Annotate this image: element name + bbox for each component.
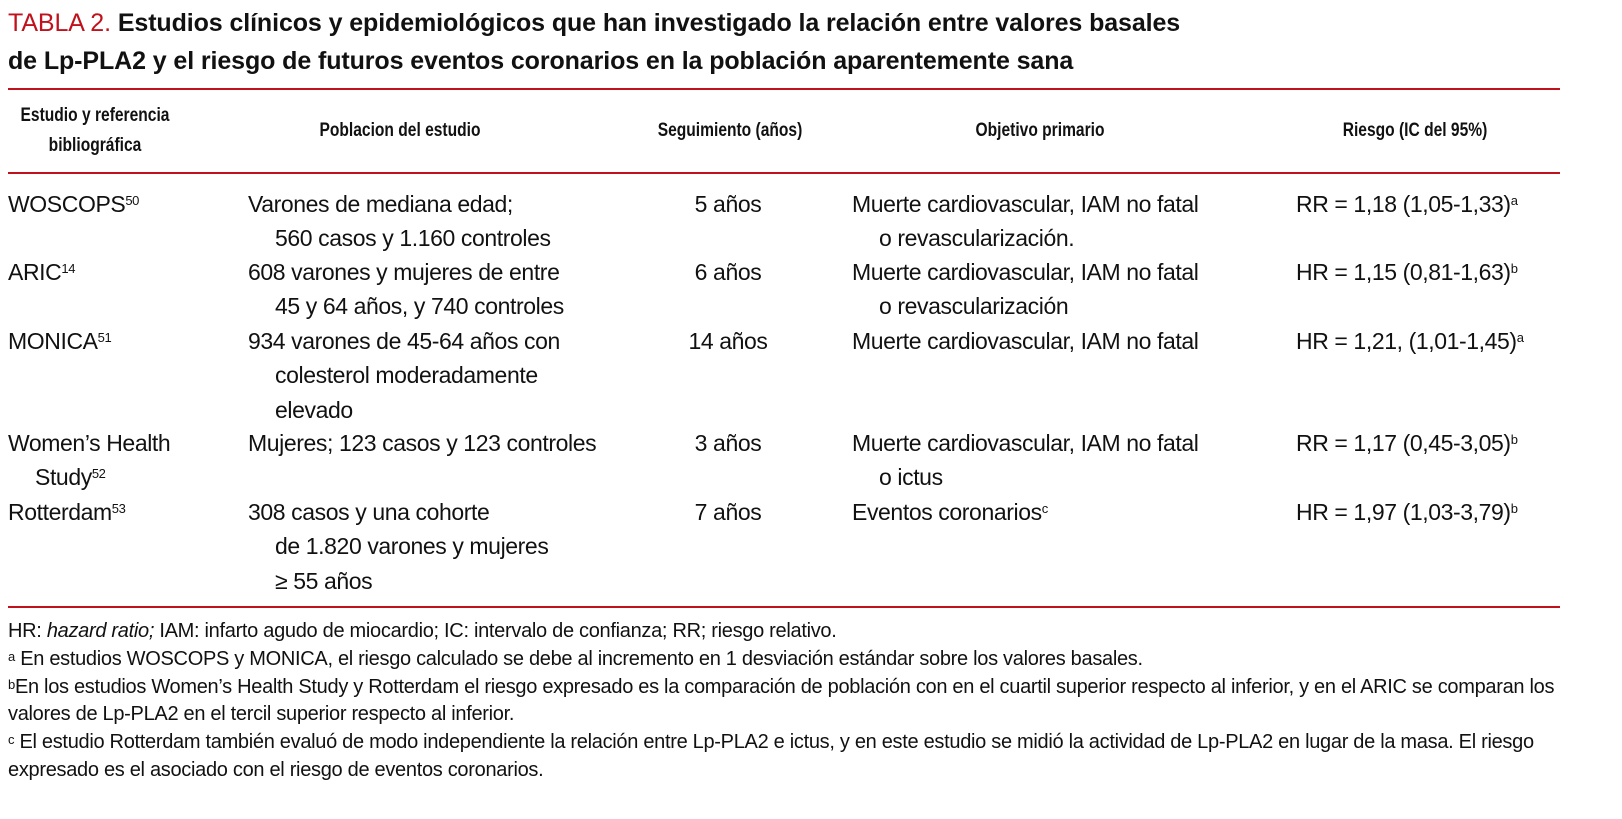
header-study: Estudio y referencia bibliográfica [20, 105, 170, 156]
cell-line: Study52 [35, 464, 106, 491]
header-rule [8, 172, 1560, 174]
cell-line: Muerte cardiovascular, IAM no fatal [852, 259, 1199, 285]
cell-line: HR = 1,15 (0,81-1,63)b [1296, 259, 1518, 285]
cell-line: HR = 1,21, (1,01-1,45)a [1296, 328, 1524, 354]
followup-cell: 6 años [628, 255, 828, 289]
reference-superscript: 50 [125, 193, 139, 208]
objective-cell: Muerte cardiovascular, IAM no fatal [852, 324, 1199, 358]
header-risk: Riesgo (IC del 95%) [1342, 120, 1488, 141]
reference-superscript: 53 [111, 501, 126, 516]
reference-superscript: 51 [97, 330, 112, 345]
cell-line: ARIC14 [8, 259, 76, 285]
footnote-a: a En estudios WOSCOPS y MONICA, el riesg… [8, 647, 1143, 670]
cell-line: elevado [275, 396, 353, 423]
reference-superscript: b [1510, 261, 1518, 276]
title-line-1: Estudios clínicos y epidemiológicos que … [117, 9, 1181, 37]
cell-line: 608 varones y mujeres de entre [248, 259, 560, 285]
objective-cell: Eventos coronariosc [852, 495, 1048, 529]
objective-cell: Muerte cardiovascular, IAM no fatal o ict… [852, 426, 1199, 495]
study-cell: Rotterdam53 [8, 495, 126, 529]
cell-line: WOSCOPS50 [8, 191, 139, 217]
cell-line: colesterol moderadamente [275, 362, 538, 389]
cell-line: o revascularización. [879, 225, 1075, 252]
study-cell: Women’s Health Study52 [8, 426, 171, 495]
table-title: TABLA 2. Estudios clínicos y epidemiológ… [8, 4, 1180, 80]
cell-line: ≥ 55 años [275, 567, 373, 594]
risk-cell: HR = 1,15 (0,81-1,63)b [1296, 255, 1518, 289]
reference-superscript: b [1510, 501, 1518, 516]
cell-line: o ictus [879, 464, 943, 491]
header-objective: Objetivo primario [975, 120, 1105, 141]
study-cell: MONICA51 [8, 324, 112, 358]
cell-line: Women’s Health [8, 430, 171, 456]
cell-line: Mujeres; 123 casos y 123 controles [248, 430, 597, 456]
population-cell: 934 varones de 45-64 años con colesterol … [248, 324, 560, 427]
abbreviations-note: HR: hazard ratio; IAM: infarto agudo de … [8, 620, 837, 642]
population-cell: Mujeres; 123 casos y 123 controles [248, 426, 597, 460]
followup-cell: 5 años [628, 187, 828, 221]
title-line-2: de Lp-PLA2 y el riesgo de futuros evento… [8, 47, 1074, 75]
reference-superscript: a [1510, 193, 1518, 208]
reference-superscript: 52 [91, 466, 106, 482]
cell-line: 6 años [694, 259, 762, 285]
bottom-rule [8, 606, 1560, 608]
footnote-b: bEn los estudios Women’s Health Study y … [8, 675, 1555, 726]
cell-line: 45 y 64 años, y 740 controles [275, 293, 564, 320]
cell-line: MONICA51 [8, 328, 112, 354]
cell-line: RR = 1,18 (1,05-1,33)a [1296, 191, 1518, 217]
population-cell: 608 varones y mujeres de entre 45 y 64 añ… [248, 255, 564, 324]
cell-line: Muerte cardiovascular, IAM no fatal [852, 191, 1199, 217]
cell-line: 14 años [688, 328, 768, 354]
cell-line: 308 casos y una cohorte [248, 499, 490, 525]
population-cell: 308 casos y una cohorte de 1.820 varones … [248, 495, 549, 598]
study-cell: WOSCOPS50 [8, 187, 139, 221]
reference-superscript: 14 [61, 261, 76, 276]
followup-cell: 14 años [628, 324, 828, 358]
objective-cell: Muerte cardiovascular, IAM no fatal o rev… [852, 187, 1199, 256]
cell-line: 5 años [694, 191, 762, 217]
cell-line: 7 años [694, 499, 762, 525]
risk-cell: HR = 1,21, (1,01-1,45)a [1296, 324, 1524, 358]
cell-line: RR = 1,17 (0,45-3,05)b [1296, 430, 1518, 456]
header-followup: Seguimiento (años) [657, 120, 803, 141]
cell-line: Rotterdam53 [8, 499, 126, 525]
reference-superscript: b [1510, 432, 1518, 447]
followup-cell: 7 años [628, 495, 828, 529]
cell-line: de 1.820 varones y mujeres [275, 533, 549, 560]
risk-cell: RR = 1,17 (0,45-3,05)b [1296, 426, 1518, 460]
top-rule [8, 88, 1560, 90]
reference-superscript: c [1041, 501, 1049, 516]
cell-line: 3 años [694, 430, 762, 456]
risk-cell: RR = 1,18 (1,05-1,33)a [1296, 187, 1518, 221]
header-population: Poblacion del estudio [319, 120, 481, 141]
table-label: TABLA 2. [8, 9, 111, 37]
cell-line: o revascularización [879, 293, 1069, 320]
cell-line: Eventos coronariosc [852, 499, 1049, 525]
cell-line: 934 varones de 45-64 años con [248, 328, 560, 354]
cell-line: Muerte cardiovascular, IAM no fatal [852, 430, 1199, 456]
cell-line: HR = 1,97 (1,03-3,79)b [1296, 499, 1518, 525]
cell-line: Muerte cardiovascular, IAM no fatal [852, 328, 1199, 354]
cell-line: Varones de mediana edad; [248, 191, 513, 217]
cell-line: 560 casos y 1.160 controles [275, 225, 551, 252]
footnote-c: c El estudio Rotterdam también evaluó de… [8, 731, 1534, 781]
population-cell: Varones de mediana edad; 560 casos y 1.16… [248, 187, 551, 256]
risk-cell: HR = 1,97 (1,03-3,79)b [1296, 495, 1518, 529]
study-cell: ARIC14 [8, 255, 75, 289]
footnotes: HR: hazard ratio; IAM: infarto agudo de … [8, 618, 1568, 785]
reference-superscript: a [1516, 330, 1524, 345]
objective-cell: Muerte cardiovascular, IAM no fatal o rev… [852, 255, 1199, 324]
followup-cell: 3 años [628, 426, 828, 460]
